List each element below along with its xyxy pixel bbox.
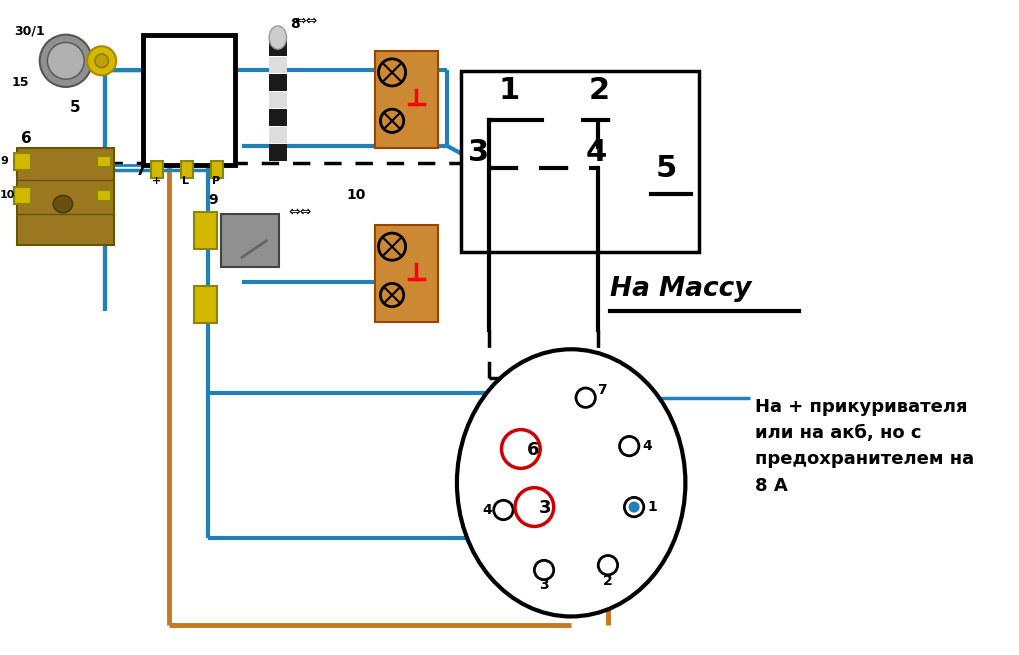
Circle shape bbox=[620, 436, 639, 456]
Bar bbox=[144, 35, 235, 165]
Bar bbox=[194, 212, 217, 249]
Text: 3: 3 bbox=[539, 499, 551, 517]
Circle shape bbox=[630, 502, 639, 512]
Ellipse shape bbox=[457, 349, 686, 616]
Bar bbox=[194, 286, 217, 323]
Text: 1: 1 bbox=[648, 500, 657, 514]
Circle shape bbox=[534, 560, 553, 580]
Text: 4: 4 bbox=[482, 503, 492, 517]
Text: 8: 8 bbox=[290, 17, 301, 31]
Bar bbox=[269, 126, 286, 143]
Text: 6: 6 bbox=[21, 131, 32, 146]
Circle shape bbox=[576, 388, 595, 407]
Bar bbox=[269, 92, 286, 108]
Bar bbox=[375, 51, 437, 148]
Circle shape bbox=[494, 500, 514, 519]
Text: 3: 3 bbox=[539, 578, 549, 592]
Ellipse shape bbox=[53, 195, 72, 213]
Bar bbox=[269, 39, 286, 56]
Bar bbox=[17, 148, 114, 245]
Circle shape bbox=[598, 555, 618, 575]
Bar bbox=[269, 144, 286, 160]
Text: 3: 3 bbox=[468, 138, 489, 166]
Bar bbox=[181, 160, 193, 178]
Bar bbox=[269, 57, 286, 73]
Text: 10: 10 bbox=[346, 188, 366, 202]
Ellipse shape bbox=[40, 35, 92, 87]
Text: 4: 4 bbox=[643, 439, 652, 453]
Text: +: + bbox=[152, 176, 161, 186]
Bar bbox=[269, 109, 286, 126]
Text: P: P bbox=[212, 176, 220, 186]
Bar bbox=[13, 153, 31, 170]
Bar bbox=[375, 225, 437, 322]
Bar bbox=[151, 160, 163, 178]
Bar bbox=[461, 71, 699, 252]
Circle shape bbox=[501, 430, 540, 468]
Circle shape bbox=[625, 497, 644, 517]
Ellipse shape bbox=[88, 47, 116, 75]
Bar bbox=[211, 160, 223, 178]
Circle shape bbox=[515, 488, 553, 527]
Text: 9: 9 bbox=[0, 157, 8, 166]
Text: 1: 1 bbox=[498, 75, 520, 105]
Text: 7: 7 bbox=[597, 383, 607, 397]
Text: ⇔⇔: ⇔⇔ bbox=[294, 14, 318, 28]
Text: L: L bbox=[182, 176, 189, 186]
Text: 5: 5 bbox=[655, 154, 677, 183]
Ellipse shape bbox=[269, 26, 286, 49]
Ellipse shape bbox=[48, 43, 85, 79]
Text: 5: 5 bbox=[69, 100, 81, 115]
Text: 9: 9 bbox=[208, 193, 218, 207]
Text: 10: 10 bbox=[0, 190, 15, 200]
Text: 30/1: 30/1 bbox=[14, 25, 45, 37]
Bar bbox=[97, 189, 111, 201]
Text: На Массу: На Массу bbox=[610, 276, 751, 302]
Text: 6: 6 bbox=[527, 441, 539, 458]
Ellipse shape bbox=[95, 54, 108, 67]
Text: 7: 7 bbox=[136, 163, 146, 178]
Text: 15: 15 bbox=[11, 76, 30, 89]
Text: ⇔⇔: ⇔⇔ bbox=[288, 205, 312, 219]
Bar bbox=[13, 187, 31, 204]
Bar bbox=[221, 214, 279, 267]
Text: 2: 2 bbox=[589, 75, 609, 105]
Text: 2: 2 bbox=[603, 574, 612, 588]
Text: На + прикуривателя
или на акб, но с
предохранителем на
8 А: На + прикуривателя или на акб, но с пред… bbox=[755, 398, 974, 495]
Bar bbox=[97, 156, 111, 167]
Text: 4: 4 bbox=[586, 138, 607, 166]
Bar bbox=[269, 75, 286, 91]
